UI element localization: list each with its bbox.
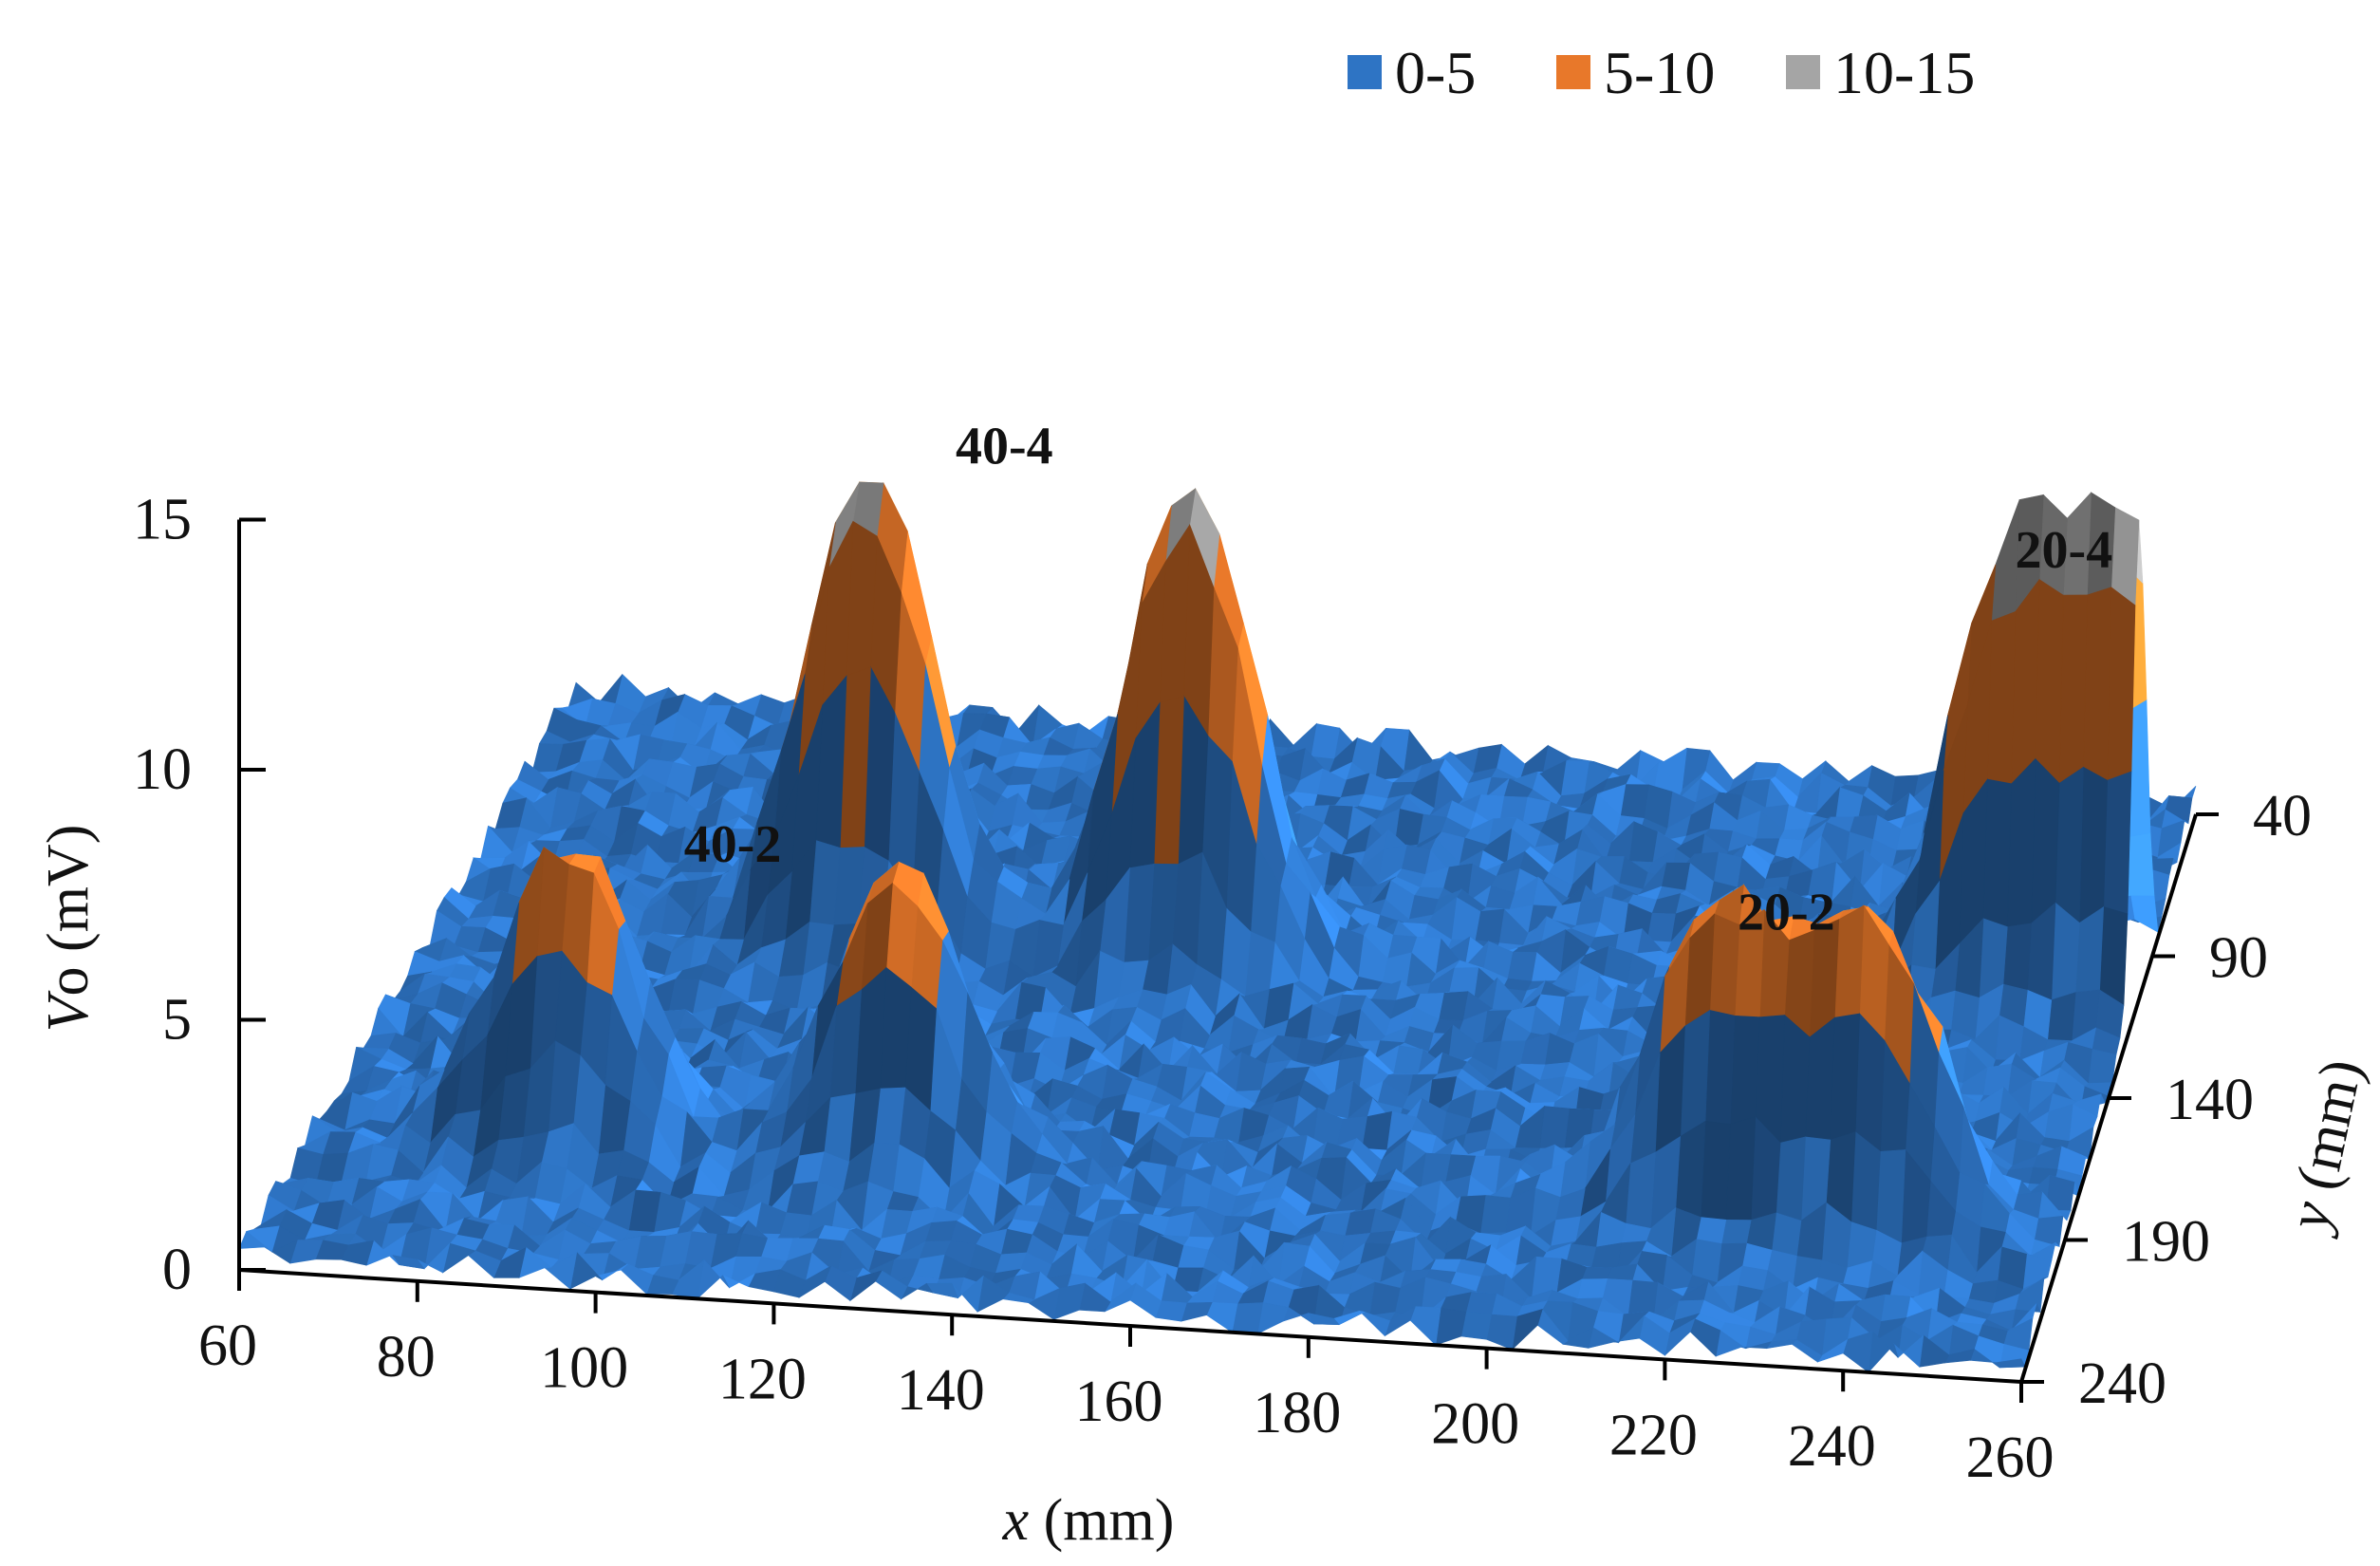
x-tick-label: 240: [1788, 1414, 1876, 1479]
surface-facet: [1875, 1149, 1906, 1244]
surface-facet: [1725, 1116, 1757, 1221]
x-tick-label: 140: [897, 1358, 985, 1423]
peak-label: 40-2: [684, 815, 782, 874]
z-tick-label: 0: [162, 1238, 192, 1302]
surface-facet: [2083, 587, 2112, 781]
z-axis-sub: o: [36, 966, 101, 996]
legend-label: 5-10: [1604, 39, 1715, 106]
surface-facet: [1843, 764, 1873, 788]
peak-labels: 40-4 20-4 40-2 20-2: [684, 417, 2113, 941]
surface-facet: [2088, 1048, 2117, 1084]
x-tick-label: 220: [1609, 1403, 1698, 1467]
surface-facet: [1720, 1219, 1752, 1244]
surface-facet: [1206, 1301, 1238, 1333]
x-tick-label: 180: [1253, 1381, 1341, 1445]
y-axis-unit: (mm): [2281, 1053, 2374, 1209]
z-tick-label: 5: [162, 988, 192, 1053]
surface-facet: [1704, 1010, 1736, 1125]
legend-label: 10-15: [1833, 39, 1975, 106]
surface-facet: [1830, 1013, 1860, 1141]
surface-facet: [2099, 906, 2129, 1006]
y-tick-label: 40: [2253, 784, 2312, 848]
peak-label: 20-4: [2016, 521, 2113, 580]
z-axis-unit: (mV): [36, 825, 101, 967]
surface-facet: [1880, 1294, 1911, 1322]
x-tick-label: 200: [1431, 1392, 1519, 1457]
y-axis-title: y (mm): [2275, 1053, 2374, 1240]
surface-facet: [1771, 1212, 1802, 1257]
surface-facet: [2035, 579, 2064, 784]
legend-label: 0-5: [1395, 39, 1476, 106]
surface-facet: [2129, 895, 2159, 933]
legend: 0-5 5-10 10-15: [1348, 39, 1975, 106]
surface-facet: [1576, 1278, 1608, 1299]
legend-swatch: [1556, 55, 1590, 89]
x-tick-label: 100: [540, 1336, 628, 1401]
x-tick-label: 60: [198, 1314, 257, 1378]
surface-facet: [2055, 766, 2084, 924]
surface-facet: [1776, 1136, 1806, 1221]
surface-facet: [1486, 1314, 1517, 1351]
z-tick-label: 10: [133, 737, 192, 802]
x-tick-label: 80: [377, 1325, 436, 1389]
peak-label: 20-2: [1738, 884, 1835, 942]
x-axis-unit: (mm): [1029, 1488, 1174, 1553]
y-tick-label: 90: [2209, 926, 2268, 991]
z-tick-label: 15: [133, 488, 192, 552]
z-axis-var: V: [36, 990, 101, 1032]
surface-facet: [1982, 778, 2012, 928]
legend-swatch: [1786, 55, 1820, 89]
surface-facet: [2078, 766, 2109, 923]
surface-facet: [2107, 587, 2136, 781]
surface-facet: [1700, 1120, 1731, 1221]
y-tick-label: 190: [2122, 1210, 2210, 1275]
x-tick-label: 260: [1966, 1426, 2055, 1490]
surface-plot: [238, 480, 2197, 1373]
surface-facet: [1539, 1106, 1570, 1149]
surface-facet: [2031, 757, 2060, 924]
surface-facet: [1581, 1266, 1612, 1280]
surface-facet: [2002, 923, 2032, 991]
x-axis-title: x (mm): [1002, 1488, 1175, 1553]
surface-facet: [1460, 1311, 1493, 1340]
x-tick-label: 120: [718, 1347, 807, 1411]
surface-facet: [1465, 1292, 1497, 1315]
surface-facet: [1986, 610, 2017, 785]
surface-facet: [238, 1230, 272, 1253]
x-axis-var: x: [1002, 1488, 1030, 1553]
z-axis-title: Vo (mV): [36, 825, 101, 1033]
x-tick-label: 160: [1075, 1370, 1163, 1434]
y-tick-label: 240: [2078, 1352, 2166, 1416]
legend-swatch: [1348, 55, 1382, 89]
y-tick-label: 140: [2166, 1068, 2254, 1132]
surface-facet: [2058, 594, 2088, 784]
surface-facet: [1779, 1014, 1811, 1144]
surface-facet: [1709, 913, 1740, 1016]
surface-facet: [2047, 992, 2076, 1041]
surface-facet: [1713, 851, 1742, 888]
surface-facet: [1409, 1306, 1441, 1346]
surface-facet: [2126, 832, 2155, 896]
peak-label: 40-4: [956, 417, 1053, 475]
surface-facet: [1730, 1015, 1760, 1125]
surface-facet: [2103, 771, 2132, 915]
